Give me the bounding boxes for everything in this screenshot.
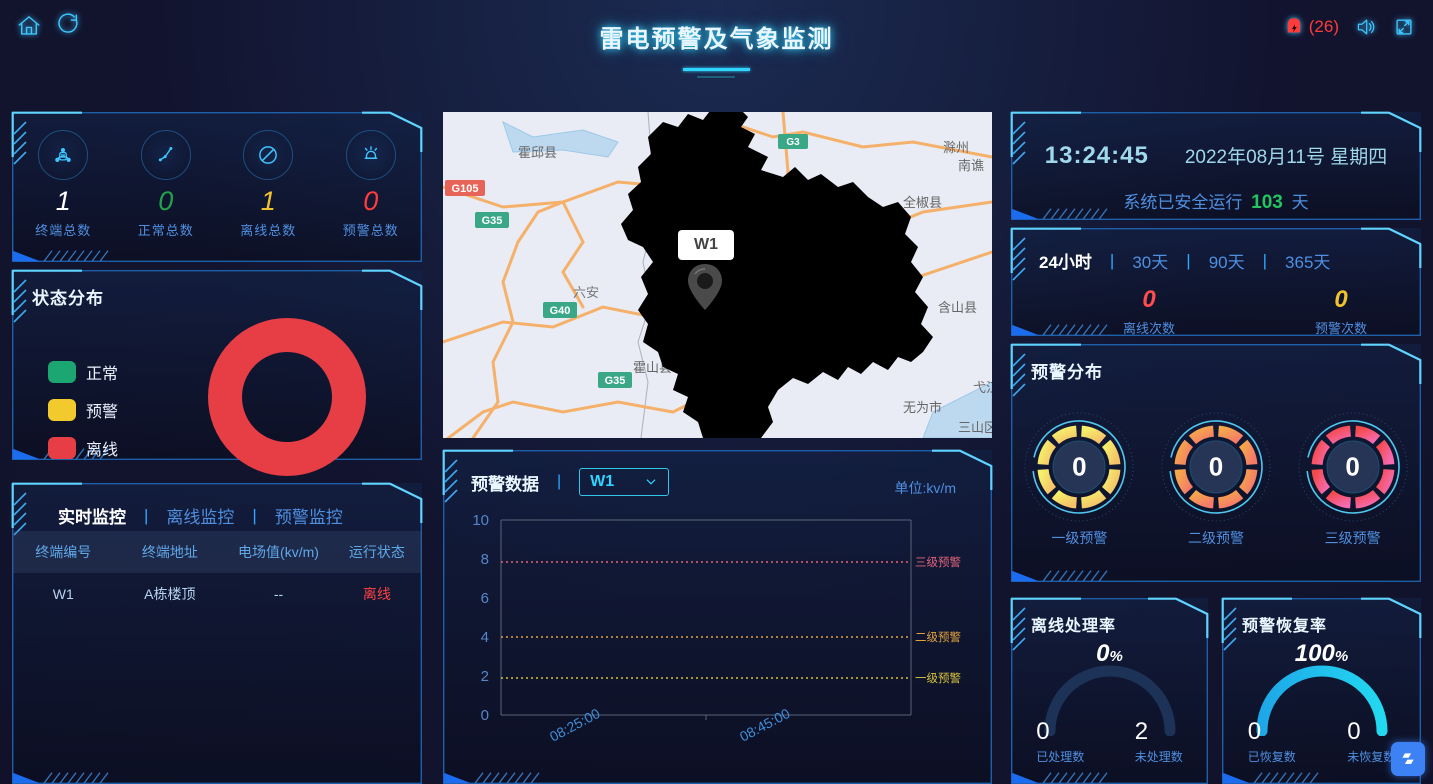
svg-text:6: 6 <box>481 590 489 607</box>
svg-text:G40: G40 <box>550 305 571 317</box>
svg-text:滁州: 滁州 <box>943 140 969 155</box>
svg-text:一级预警: 一级预警 <box>915 671 961 685</box>
svg-text:08:45:00: 08:45:00 <box>737 705 793 745</box>
svg-text:G35: G35 <box>605 375 626 387</box>
svg-text:4: 4 <box>481 629 489 646</box>
svg-text:G35: G35 <box>482 215 503 227</box>
svg-text:G3: G3 <box>786 137 800 148</box>
svg-text:弋江: 弋江 <box>973 380 992 395</box>
svg-text:六安: 六安 <box>573 285 599 300</box>
svg-text:10: 10 <box>472 512 489 529</box>
svg-text:含山县: 含山县 <box>938 300 977 315</box>
svg-text:08:25:00: 08:25:00 <box>547 705 603 745</box>
svg-text:G105: G105 <box>452 183 479 195</box>
svg-text:无为市: 无为市 <box>903 400 942 415</box>
svg-text:南谯: 南谯 <box>958 158 984 173</box>
svg-text:2: 2 <box>481 668 489 685</box>
svg-text:全椒县: 全椒县 <box>903 195 942 210</box>
svg-text:0: 0 <box>481 707 489 724</box>
svg-text:三山区: 三山区 <box>958 420 992 435</box>
svg-text:8: 8 <box>481 551 489 568</box>
svg-text:霍邱县: 霍邱县 <box>518 145 557 160</box>
svg-text:三级预警: 三级预警 <box>915 555 961 569</box>
svg-text:二级预警: 二级预警 <box>915 630 961 644</box>
